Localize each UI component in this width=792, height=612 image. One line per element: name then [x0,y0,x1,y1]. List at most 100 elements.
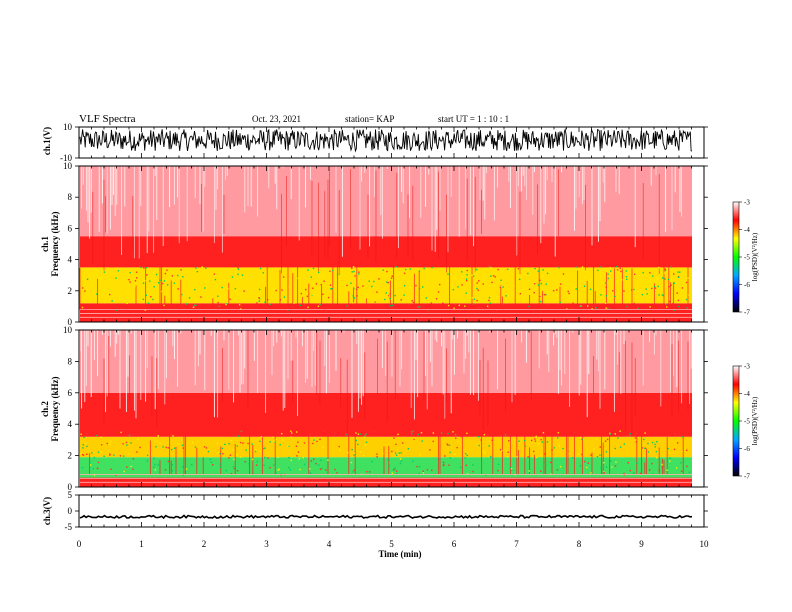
spectrogram-speckle [281,432,283,435]
spectrogram-speckle [265,275,267,278]
spectrogram-speckle [500,434,503,437]
y-tick-label: 10 [63,122,73,132]
spectrogram-speckle [194,305,196,308]
spectrogram-speckle [456,446,458,449]
spectrogram-speckle [85,432,87,435]
spectrogram-speckle [642,271,644,274]
spectrogram-speckle [400,460,402,462]
spectrogram-speckle [166,284,169,286]
spectrogram-speckle [306,307,308,310]
spectrogram-speckle [528,288,531,291]
spectrogram-speckle [537,284,540,286]
spectrogram-speckle [472,275,475,277]
spectrogram-speckle [407,448,410,450]
spectrogram-speckle [92,467,94,470]
spectrogram-speckle [482,283,484,285]
spectrogram-speckle [458,304,461,306]
spectrogram-speckle [461,275,464,278]
spectrogram-speckle [391,304,394,307]
spectrogram-speckle [491,281,493,284]
spectrogram-speckle [449,457,451,459]
spectrogram-speckle [329,270,331,272]
spectrogram-speckle [277,432,279,434]
spectrogram-speckle [425,297,428,299]
spectrogram-speckle [599,446,601,448]
spectrogram-speckle [81,453,84,456]
spectrogram-speckle [527,272,529,275]
ch2-spec-ylabel: ch.2 Frequency (kHz) [40,376,60,441]
x-axis-label: Time (min) [378,549,421,559]
spectrogram-speckle [466,454,468,457]
spectrogram-speckle [411,433,413,435]
spectrogram-speckle [144,280,146,282]
spectrogram-speckle [353,287,355,290]
spectrogram-speckle [475,272,477,274]
spectrogram-speckle [299,304,302,307]
spectrogram-speckle [279,443,281,446]
spectrogram-speckle [478,436,480,438]
spectrogram-speckle [444,455,446,457]
spectrogram-speckle [126,302,128,305]
spectrogram-speckle [121,430,124,432]
spectrogram-speckle [655,277,658,280]
spectrogram-speckle [681,287,684,289]
spectrogram-speckle [109,454,111,456]
spectrogram-speckle [99,277,102,279]
spectrogram-speckle [251,458,254,461]
spectrogram-speckle [472,470,474,473]
spectrogram-speckle [129,271,131,274]
x-tick-label: 7 [514,539,519,549]
spectrogram-speckle [457,441,459,443]
spectrogram-speckle [421,296,423,299]
spectrogram-speckle [490,455,492,458]
spectrogram-speckle [641,447,644,449]
spectrogram-speckle [313,439,315,441]
spectrogram-speckle [558,445,560,447]
spectrogram-speckle [499,448,502,451]
spectrogram-speckle [407,303,410,306]
spectrogram-speckle [486,434,489,437]
spectrogram-speckle [394,294,396,297]
spectrogram-speckle [591,308,593,310]
spectrogram-speckle [222,453,224,455]
spectrogram-speckle [260,436,263,438]
spectrogram-speckle [446,443,448,445]
spectrogram-speckle [388,431,391,433]
spectrogram-speckle [220,288,222,290]
colorbar-tick-label: -6 [744,281,750,289]
spectrogram-speckle [678,305,680,308]
spectrogram-speckle [460,435,463,438]
spectrogram-speckle [368,305,370,307]
spectrogram-speckle [662,294,665,297]
y-tick-label: 4 [68,419,73,429]
spectrogram-speckle [322,446,324,448]
spectrogram-speckle [353,297,356,299]
spectrogram-speckle [619,446,622,448]
spectrogram-speckle [358,271,360,273]
spectrogram-speckle [394,467,396,469]
spectrogram-speckle [314,307,316,309]
spectrogram-speckle [346,284,348,287]
spectrogram-speckle [371,460,373,463]
spectrogram-speckle [505,295,507,297]
spectrogram-speckle [258,298,261,300]
spectrogram-speckle [157,282,160,284]
spectrogram-speckle [109,293,111,296]
spectrogram-speckle [170,434,173,436]
spectrogram-speckle [416,465,418,468]
spectrogram-speckle [299,468,301,471]
spectrogram-speckle [201,266,203,268]
spectrogram-speckle [418,465,421,468]
spectrogram-speckle [216,442,219,445]
spectrogram-speckle [288,466,290,469]
spectrogram-speckle [604,440,607,442]
spectrogram-speckle [492,275,495,277]
spectrogram-speckle [164,272,167,275]
spectrogram-speckle [556,275,559,278]
spectrogram-speckle [248,463,250,465]
spectrogram-speckle [665,306,668,308]
spectrogram-speckle [298,458,301,460]
spectrogram-speckle [281,289,283,291]
spectrogram-speckle [551,449,553,451]
spectrogram-speckle [277,469,279,471]
